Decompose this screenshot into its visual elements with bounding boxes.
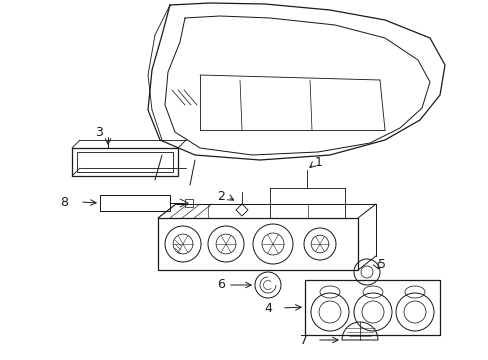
Text: 3: 3: [95, 126, 102, 139]
Bar: [158, 218, 357, 270]
Bar: [100, 195, 170, 211]
Bar: [77, 152, 173, 172]
Bar: [72, 148, 178, 176]
Text: 1: 1: [314, 157, 322, 170]
Text: 5: 5: [377, 258, 385, 271]
Bar: [184, 199, 193, 207]
Text: 2: 2: [217, 190, 224, 203]
Text: 4: 4: [264, 302, 271, 315]
Text: 7: 7: [299, 333, 307, 346]
Bar: [305, 280, 439, 335]
Text: 8: 8: [60, 195, 68, 208]
Text: 6: 6: [217, 279, 224, 292]
